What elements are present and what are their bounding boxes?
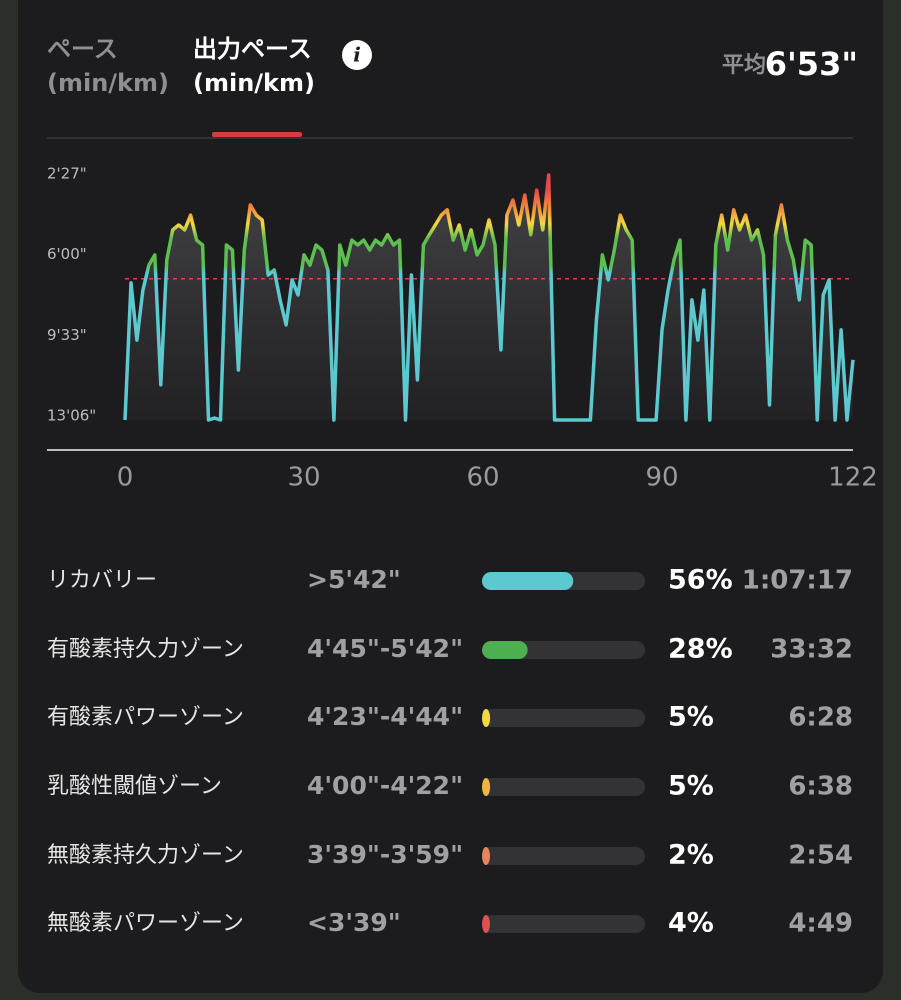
x-tick-label: 30 [287,463,320,493]
x-tick-label: 122 [828,463,878,493]
zone-bar [482,641,528,659]
zone-range: 4'23"-4'44" [307,702,463,731]
zone-track [482,778,645,796]
info-icon[interactable] [342,40,372,70]
pace-line [123,173,855,422]
zone-bar [482,709,491,727]
zone-name: 無酸素パワーゾーン [47,911,244,936]
zone-track [482,915,645,933]
zone-track [482,709,645,727]
tab-unit[interactable]: (min/km) [193,69,315,97]
zone-bar [482,915,490,933]
y-tick-label: 2'27" [47,165,87,183]
zone-time: 1:07:17 [742,566,853,596]
y-tick-label: 13'06" [47,407,96,425]
zone-name: 乳酸性閾値ゾーン [47,774,222,799]
zone-bar [482,847,490,865]
zone-range: >5'42" [307,565,401,594]
area [125,175,853,420]
zone-time: 6:28 [788,703,853,733]
x-tick-label: 60 [466,463,499,493]
tab-title[interactable]: 出力ペース [193,35,312,63]
zone-bar [482,778,491,796]
zone-name: リカバリー [47,568,157,593]
zone-bar [482,572,574,590]
tab-indicator [212,132,302,137]
zone-name: 無酸素持久力ゾーン [47,843,244,868]
zone-range: 4'00"-4'22" [307,771,463,800]
zone-range: <3'39" [307,908,401,937]
x-tick-label: 90 [646,463,679,493]
zone-percent: 28% [668,634,733,665]
zone-percent: 56% [668,565,733,596]
zone-name: 有酸素パワーゾーン [47,705,244,730]
tab-title[interactable]: ペース [47,35,118,63]
zone-time: 2:54 [788,841,853,871]
zone-range: 3'39"-3'59" [307,840,463,869]
zone-name: 有酸素持久力ゾーン [47,637,244,662]
info-glyph: i [353,43,361,67]
zone-time: 33:32 [770,635,853,665]
y-tick-label: 9'33" [47,326,87,344]
zone-range: 4'45"-5'42" [307,634,463,663]
zone-percent: 4% [668,908,714,939]
card [18,0,883,993]
zone-time: 4:49 [788,909,853,939]
zone-time: 6:38 [788,772,853,802]
average-value: 6'53" [765,45,858,83]
y-tick-label: 6'00" [47,245,87,263]
zone-percent: 5% [668,771,714,802]
tab-unit[interactable]: (min/km) [47,69,169,97]
zone-track [482,847,645,865]
x-tick-label: 0 [117,463,134,493]
zone-percent: 5% [668,702,714,733]
average-label: 平均 [722,52,766,78]
zone-percent: 2% [668,840,714,871]
